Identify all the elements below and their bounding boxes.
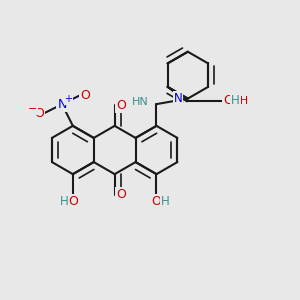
Text: −: − <box>28 104 37 114</box>
Text: H: H <box>231 94 240 107</box>
Text: N: N <box>57 98 67 111</box>
Text: O: O <box>152 195 161 208</box>
Text: O: O <box>68 195 78 208</box>
Text: O: O <box>223 94 233 107</box>
Text: O: O <box>116 188 126 201</box>
Text: O: O <box>116 99 126 112</box>
Text: O: O <box>80 88 90 102</box>
Text: H: H <box>60 195 68 208</box>
Text: OH: OH <box>232 96 249 106</box>
Text: H: H <box>161 195 170 208</box>
Text: HN: HN <box>132 97 149 107</box>
Text: O: O <box>34 107 44 120</box>
Text: N: N <box>174 92 183 105</box>
Text: +: + <box>64 94 73 104</box>
